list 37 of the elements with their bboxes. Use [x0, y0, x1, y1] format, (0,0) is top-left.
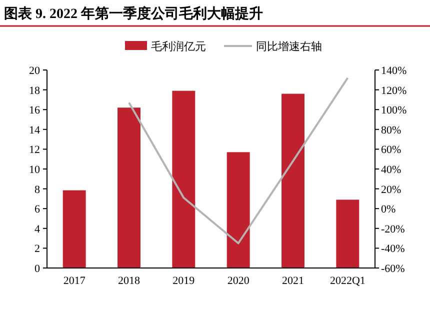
y2-tick-label: 120%: [381, 84, 407, 97]
y2-tick-label: -20%: [381, 223, 405, 236]
y-tick-label: 16: [29, 104, 40, 117]
bar: [226, 152, 250, 268]
y2-tick-label: 80%: [381, 124, 402, 136]
bar: [282, 94, 304, 268]
x-tick-label: 2021: [282, 275, 304, 287]
y-tick-label: 18: [29, 84, 40, 97]
x-tick-label: 2018: [118, 275, 140, 287]
x-tick-label: 2022Q1: [330, 275, 366, 287]
y-tick-label: 2: [34, 243, 40, 256]
y-tick-label: 20: [29, 65, 40, 77]
chart-title: 图表 9. 2022 年第一季度公司毛利大幅提升: [4, 5, 263, 22]
y2-tick-label: 60%: [381, 144, 402, 156]
y-tick-label: 0: [34, 263, 40, 275]
y2-tick-label: 0%: [381, 204, 396, 216]
bar: [172, 90, 196, 268]
bar: [336, 200, 360, 268]
x-tick-label: 2019: [172, 275, 196, 287]
y2-tick-label: 40%: [381, 164, 402, 176]
x-tick-label: 2020: [227, 275, 250, 287]
y2-tick-label: 20%: [381, 184, 402, 196]
y-tick-label: 4: [34, 223, 40, 236]
y2-tick-label: -40%: [381, 243, 405, 256]
y-tick-label: 6: [34, 204, 40, 216]
y2-tick-label: 140%: [381, 65, 407, 77]
y-tick-label: 12: [29, 144, 40, 156]
legend-label: 同比增速右轴: [256, 40, 322, 53]
y2-tick-label: 100%: [381, 104, 407, 117]
bar: [62, 190, 86, 268]
x-tick-label: 2017: [63, 275, 86, 287]
y-tick-label: 10: [29, 164, 40, 176]
y2-tick-label: -60%: [381, 263, 405, 275]
legend-label: 毛利润亿元: [151, 40, 206, 53]
y-tick-label: 14: [29, 124, 40, 136]
y-tick-label: 8: [34, 184, 40, 196]
bar: [118, 108, 140, 268]
